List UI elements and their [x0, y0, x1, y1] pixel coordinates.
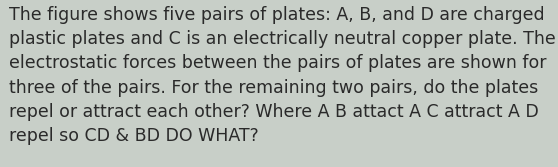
Text: The figure shows five pairs of plates: A, B, and D are charged
plastic plates an: The figure shows five pairs of plates: A…: [9, 6, 556, 145]
